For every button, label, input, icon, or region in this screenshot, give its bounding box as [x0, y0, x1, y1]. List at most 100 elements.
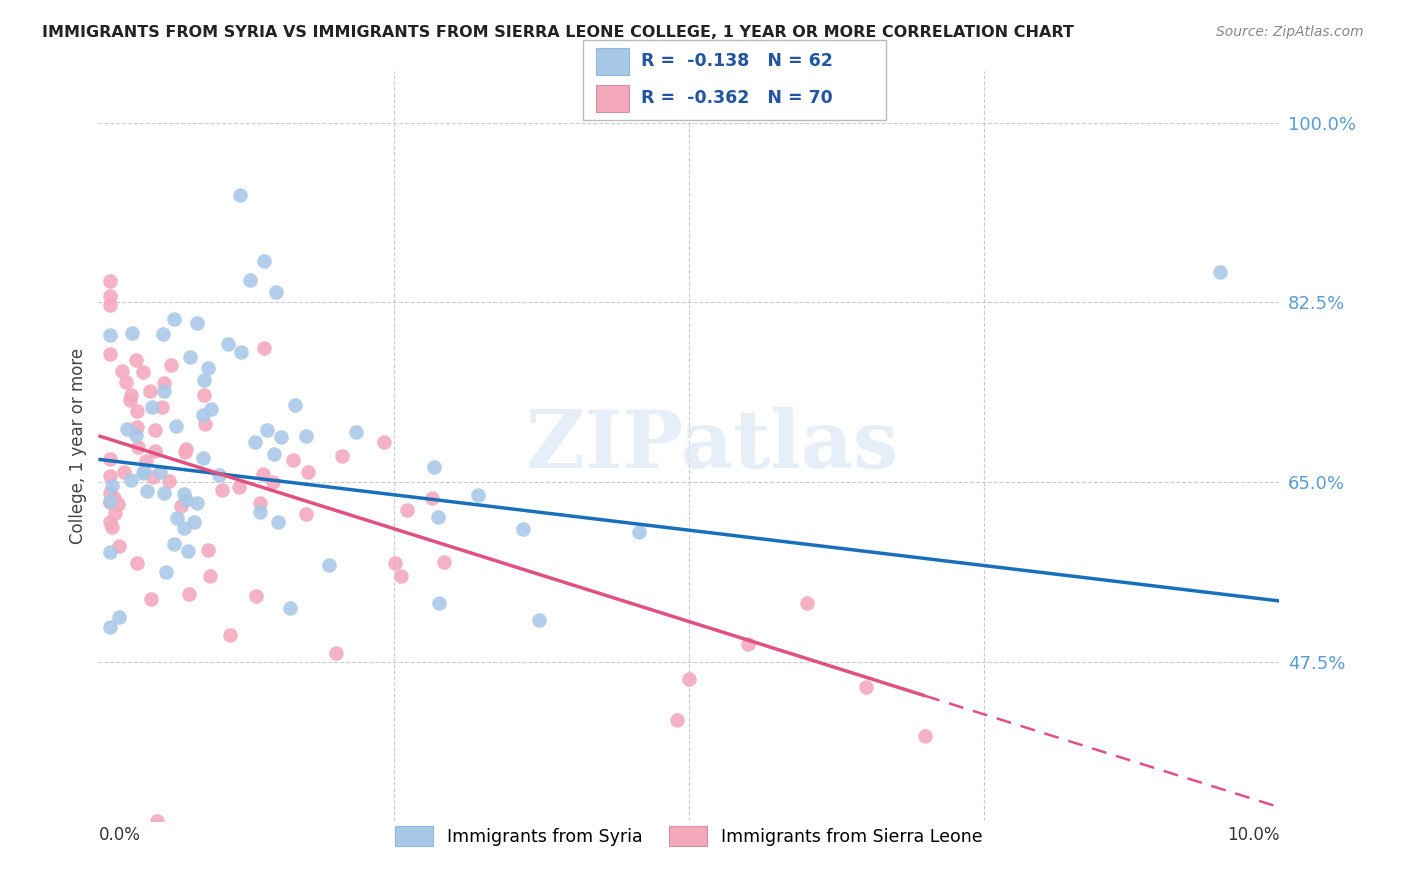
Point	[141, 400, 163, 414]
Point	[155, 565, 177, 579]
Point	[278, 601, 301, 615]
Text: 0.0%: 0.0%	[98, 826, 141, 844]
Point	[98, 486, 121, 500]
Point	[125, 404, 148, 418]
Text: ZIPatlas: ZIPatlas	[526, 407, 898, 485]
Point	[179, 350, 201, 364]
Point	[98, 494, 121, 508]
Text: 10.0%: 10.0%	[1227, 826, 1279, 844]
Point	[174, 492, 197, 507]
Point	[111, 364, 134, 378]
Y-axis label: College, 1 year or more: College, 1 year or more	[69, 348, 87, 544]
Point	[256, 423, 278, 437]
Point	[120, 473, 142, 487]
FancyBboxPatch shape	[583, 40, 886, 120]
Point	[796, 596, 818, 610]
Point	[193, 373, 215, 387]
Point	[262, 475, 284, 489]
Point	[139, 384, 162, 399]
Point	[173, 521, 195, 535]
Point	[395, 502, 418, 516]
Point	[142, 470, 165, 484]
Text: Source: ZipAtlas.com: Source: ZipAtlas.com	[1216, 25, 1364, 39]
Point	[98, 347, 121, 361]
Point	[98, 469, 121, 483]
Point	[125, 419, 148, 434]
Point	[165, 419, 187, 434]
Point	[193, 388, 215, 402]
Point	[284, 398, 307, 412]
Point	[120, 388, 142, 402]
Point	[318, 558, 340, 572]
Point	[467, 488, 489, 502]
Point	[153, 384, 176, 399]
Point	[112, 465, 135, 479]
Point	[153, 486, 176, 500]
Point	[125, 352, 148, 367]
Point	[330, 449, 353, 463]
Point	[150, 400, 173, 414]
Point	[253, 342, 276, 356]
Point	[914, 729, 936, 743]
Point	[344, 425, 367, 439]
Point	[193, 408, 215, 422]
Point	[108, 539, 131, 553]
Point	[197, 361, 219, 376]
Point	[373, 435, 395, 450]
Point	[174, 442, 197, 456]
Point	[211, 483, 233, 497]
Point	[127, 440, 149, 454]
Point	[427, 510, 450, 524]
Text: R =  -0.362   N = 70: R = -0.362 N = 70	[641, 89, 832, 107]
Point	[384, 556, 406, 570]
Point	[103, 491, 125, 505]
Point	[228, 480, 250, 494]
Point	[135, 484, 157, 499]
Point	[134, 465, 156, 479]
Point	[107, 610, 129, 624]
Point	[98, 328, 121, 343]
Point	[98, 298, 121, 312]
Point	[239, 273, 262, 287]
Point	[163, 537, 186, 551]
Point	[157, 474, 180, 488]
Point	[427, 596, 450, 610]
Point	[267, 515, 290, 529]
Point	[163, 311, 186, 326]
Point	[855, 680, 877, 694]
Point	[1209, 264, 1232, 278]
Point	[170, 499, 193, 513]
Point	[249, 496, 271, 510]
Point	[297, 465, 319, 479]
Point	[295, 429, 318, 443]
Point	[149, 465, 172, 479]
Point	[132, 467, 155, 481]
Point	[183, 516, 205, 530]
Point	[186, 496, 208, 510]
Point	[666, 713, 689, 727]
Point	[153, 376, 176, 390]
Point	[118, 392, 141, 407]
Text: IMMIGRANTS FROM SYRIA VS IMMIGRANTS FROM SIERRA LEONE COLLEGE, 1 YEAR OR MORE CO: IMMIGRANTS FROM SYRIA VS IMMIGRANTS FROM…	[42, 25, 1074, 40]
Point	[529, 613, 551, 627]
Point	[177, 587, 200, 601]
Point	[174, 444, 197, 458]
Point	[141, 592, 163, 607]
Point	[98, 620, 121, 634]
Point	[98, 452, 121, 467]
Point	[628, 525, 651, 540]
Point	[135, 454, 157, 468]
Point	[229, 345, 252, 359]
Point	[420, 491, 443, 505]
Point	[243, 434, 266, 449]
Point	[98, 274, 121, 288]
Point	[98, 289, 121, 303]
Point	[114, 375, 136, 389]
Point	[325, 646, 347, 660]
Point	[252, 467, 274, 481]
Point	[143, 443, 166, 458]
Point	[283, 453, 305, 467]
Point	[218, 336, 240, 351]
Point	[229, 187, 252, 202]
Point	[132, 365, 155, 379]
